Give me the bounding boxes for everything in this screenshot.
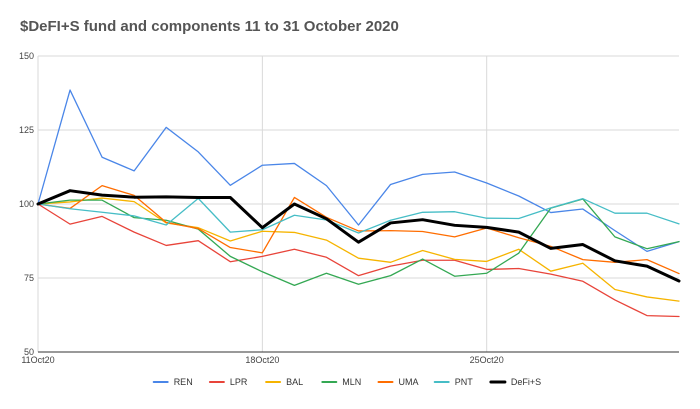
y-tick-label: 50: [24, 347, 34, 357]
legend-label-defi-s: DeFi+S: [511, 377, 541, 387]
legend-label-uma: UMA: [399, 377, 419, 387]
series-line-defi-s: [36, 189, 681, 283]
series-line-lpr: [37, 203, 680, 318]
y-tick-label: 100: [19, 199, 34, 209]
series-line-pnt: [37, 197, 680, 234]
x-tick-label: 11Oct20: [21, 355, 54, 365]
y-tick-label: 75: [24, 273, 34, 283]
legend-label-pnt: PNT: [455, 377, 474, 387]
x-tick-label: 18Oct20: [245, 355, 279, 365]
legend-label-lpr: LPR: [230, 377, 248, 387]
chart-title: $DeFI+S fund and components 11 to 31 Oct…: [20, 18, 399, 35]
series-line-ren: [37, 89, 680, 253]
legend-label-mln: MLN: [342, 377, 361, 387]
series-line-uma: [37, 185, 680, 275]
y-tick-label: 150: [19, 51, 34, 61]
series-line-bal: [37, 197, 680, 302]
legend-label-bal: BAL: [286, 377, 303, 387]
x-tick-label: 25Oct20: [470, 355, 504, 365]
legend-label-ren: REN: [174, 377, 193, 387]
y-tick-label: 125: [19, 125, 34, 135]
